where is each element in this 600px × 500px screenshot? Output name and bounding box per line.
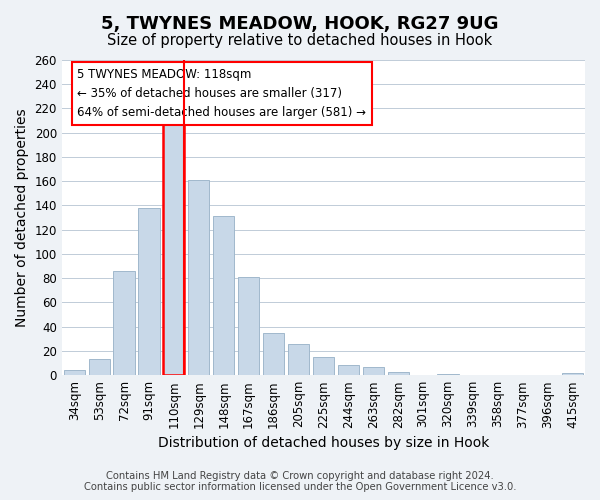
Bar xyxy=(64,370,85,375)
Text: 5, TWYNES MEADOW, HOOK, RG27 9UG: 5, TWYNES MEADOW, HOOK, RG27 9UG xyxy=(101,15,499,33)
Bar xyxy=(362,366,384,375)
Bar xyxy=(113,271,134,375)
Text: Contains HM Land Registry data © Crown copyright and database right 2024.
Contai: Contains HM Land Registry data © Crown c… xyxy=(84,471,516,492)
Bar xyxy=(437,374,458,375)
Bar xyxy=(139,208,160,375)
Bar xyxy=(213,216,235,375)
Text: 5 TWYNES MEADOW: 118sqm
← 35% of detached houses are smaller (317)
64% of semi-d: 5 TWYNES MEADOW: 118sqm ← 35% of detache… xyxy=(77,68,367,119)
Bar xyxy=(163,122,184,375)
Bar xyxy=(388,372,409,375)
Y-axis label: Number of detached properties: Number of detached properties xyxy=(15,108,29,327)
Bar xyxy=(562,373,583,375)
X-axis label: Distribution of detached houses by size in Hook: Distribution of detached houses by size … xyxy=(158,436,489,450)
Bar xyxy=(288,344,309,375)
Bar xyxy=(313,357,334,375)
Bar xyxy=(89,360,110,375)
Bar xyxy=(188,180,209,375)
Bar xyxy=(238,277,259,375)
Bar xyxy=(263,333,284,375)
Text: Size of property relative to detached houses in Hook: Size of property relative to detached ho… xyxy=(107,32,493,48)
Bar xyxy=(338,366,359,375)
